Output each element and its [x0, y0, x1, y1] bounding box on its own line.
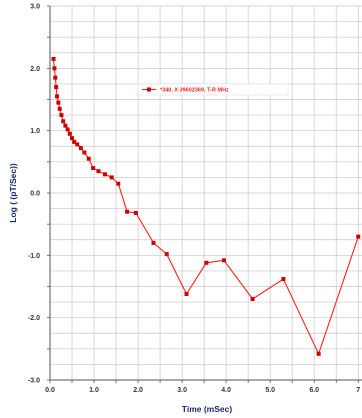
data-point — [54, 85, 59, 90]
x-tick-label: 6.0 — [309, 387, 319, 394]
data-point — [184, 291, 189, 296]
data-point — [52, 66, 57, 71]
axes — [47, 5, 362, 383]
y-tick-label: 0.0 — [30, 191, 40, 198]
data-point — [53, 75, 58, 80]
data-point — [55, 94, 60, 99]
data-point — [250, 296, 255, 301]
x-tick-label: 2.0 — [133, 387, 143, 394]
data-point — [133, 210, 138, 215]
series-line — [52, 58, 359, 356]
data-point — [316, 351, 321, 356]
data-point — [281, 277, 286, 282]
data-point — [96, 169, 101, 174]
data-point — [61, 119, 66, 124]
data-point — [67, 131, 72, 136]
data-point — [78, 146, 83, 151]
x-tick-label: 1.0 — [89, 387, 99, 394]
data-point — [59, 113, 64, 118]
y-tick-label: 3.0 — [30, 4, 40, 11]
data-point — [221, 258, 226, 263]
data-point — [109, 175, 114, 180]
x-tick-label: 0.0 — [45, 387, 55, 394]
series — [51, 56, 361, 356]
y-tick-label: -2.0 — [28, 315, 40, 322]
x-tick-label: 3.0 — [177, 387, 187, 394]
data-point — [151, 240, 156, 245]
data-point — [86, 156, 91, 161]
data-point — [356, 234, 361, 239]
data-point — [72, 139, 77, 144]
data-point — [51, 56, 56, 61]
x-axis-label: Time (mSec) — [182, 404, 233, 414]
legend-label: *340. X 39602369, T-R MHz — [160, 88, 229, 94]
data-point — [204, 260, 209, 265]
x-tick-label: 7 — [356, 387, 360, 394]
legend-box — [137, 83, 289, 96]
y-axis-label: Log ( (pT/Sec)) — [8, 163, 18, 223]
data-point — [116, 181, 121, 186]
y-tick-label: -3.0 — [28, 378, 40, 385]
data-point — [91, 166, 96, 171]
data-point — [75, 142, 80, 147]
grid — [49, 5, 362, 381]
data-point — [65, 127, 70, 132]
legend: *340. X 39602369, T-R MHz — [137, 83, 289, 96]
y-tick-label: 1.0 — [30, 128, 40, 135]
tick-labels: 0.0 1.0 2.0 3.0 4.0 5.0 6.0 7 3.0 2.0 1.0 0.0 -1.0 -2… — [28, 4, 360, 395]
data-point — [56, 100, 61, 105]
data-point — [164, 252, 169, 257]
data-point — [125, 209, 130, 214]
data-point — [82, 150, 87, 155]
data-point — [70, 136, 75, 141]
x-tick-label: 5.0 — [265, 387, 275, 394]
y-tick-label: -1.0 — [28, 253, 40, 260]
data-point — [57, 106, 62, 111]
y-tick-label: 2.0 — [30, 66, 40, 73]
data-point — [103, 172, 108, 177]
x-tick-label: 4.0 — [221, 387, 231, 394]
data-point — [63, 123, 68, 128]
legend-swatch-marker — [147, 87, 151, 92]
